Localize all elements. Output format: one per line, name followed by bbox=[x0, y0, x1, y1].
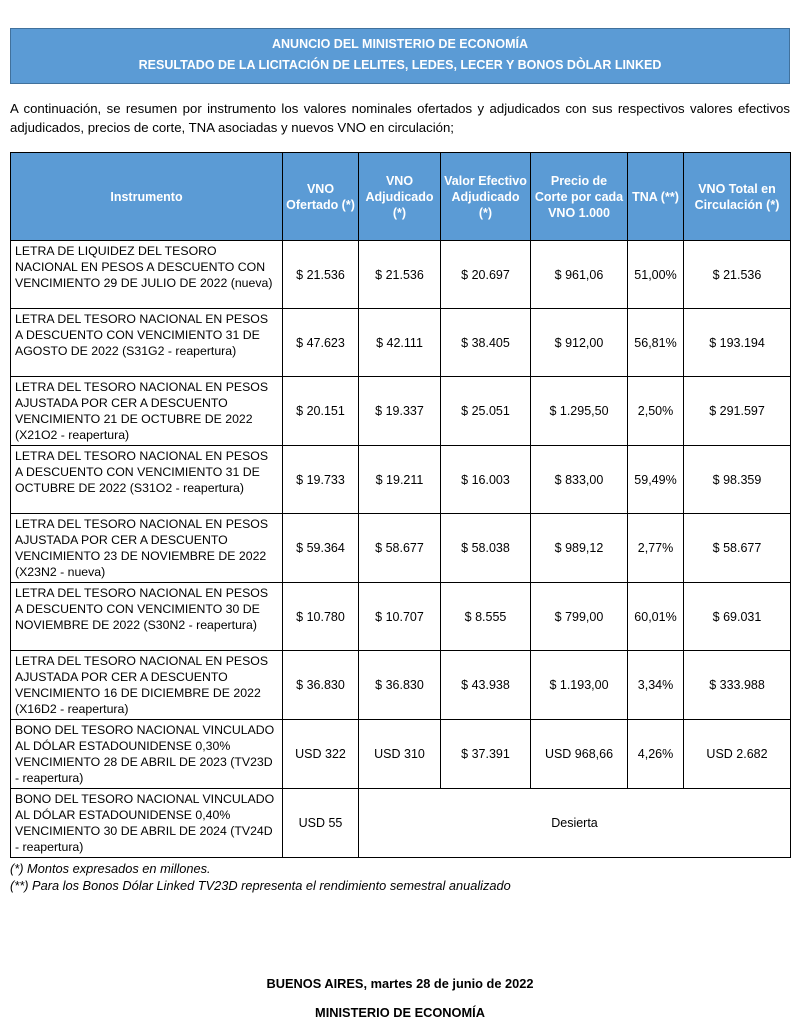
value-cell: USD 322 bbox=[282, 719, 359, 789]
value-cell: 60,01% bbox=[627, 582, 684, 651]
value-cell: $ 58.677 bbox=[358, 513, 441, 583]
value-cell: $ 333.988 bbox=[683, 650, 791, 720]
footer-city-date: BUENOS AIRES, martes 28 de junio de 2022 bbox=[266, 976, 534, 991]
value-cell: $ 833,00 bbox=[530, 445, 628, 514]
value-cell: $ 961,06 bbox=[530, 240, 628, 309]
intro-paragraph: A continuación, se resumen por instrumen… bbox=[10, 101, 790, 135]
value-cell: USD 55 bbox=[282, 788, 359, 858]
desierta-cell: Desierta bbox=[358, 788, 791, 858]
value-cell: 4,26% bbox=[627, 719, 684, 789]
instrument-cell: LETRA DEL TESORO NACIONAL EN PESOS A DES… bbox=[10, 445, 283, 514]
column-header-vno-total: VNO Total en Circulación (*) bbox=[683, 152, 791, 241]
instrument-cell: BONO DEL TESORO NACIONAL VINCULADO AL DÓ… bbox=[10, 788, 283, 858]
column-header-precio-corte: Precio de Corte por cada VNO 1.000 bbox=[530, 152, 628, 241]
value-cell: $ 19.733 bbox=[282, 445, 359, 514]
announcement-banner: ANUNCIO DEL MINISTERIO DE ECONOMÍA RESUL… bbox=[10, 28, 790, 84]
value-cell: 2,50% bbox=[627, 376, 684, 446]
instrument-cell: BONO DEL TESORO NACIONAL VINCULADO AL DÓ… bbox=[10, 719, 283, 789]
table-row: BONO DEL TESORO NACIONAL VINCULADO AL DÓ… bbox=[10, 719, 791, 789]
value-cell: $ 19.211 bbox=[358, 445, 441, 514]
value-cell: $ 21.536 bbox=[282, 240, 359, 309]
value-cell: $ 20.151 bbox=[282, 376, 359, 446]
value-cell: USD 968,66 bbox=[530, 719, 628, 789]
value-cell: 56,81% bbox=[627, 308, 684, 377]
table-row: LETRA DEL TESORO NACIONAL EN PESOS A DES… bbox=[10, 445, 791, 514]
table-row: LETRA DE LIQUIDEZ DEL TESORO NACIONAL EN… bbox=[10, 240, 791, 309]
table-row: LETRA DEL TESORO NACIONAL EN PESOS AJUST… bbox=[10, 513, 791, 583]
banner-title: ANUNCIO DEL MINISTERIO DE ECONOMÍA bbox=[271, 37, 529, 51]
column-header-vno-ofertado: VNO Ofertado (*) bbox=[282, 152, 359, 241]
value-cell: $ 10.780 bbox=[282, 582, 359, 651]
value-cell: $ 989,12 bbox=[530, 513, 628, 583]
value-cell: $ 21.536 bbox=[683, 240, 791, 309]
instrument-cell: LETRA DEL TESORO NACIONAL EN PESOS A DES… bbox=[10, 582, 283, 651]
value-cell: $ 10.707 bbox=[358, 582, 441, 651]
results-table-body: LETRA DE LIQUIDEZ DEL TESORO NACIONAL EN… bbox=[10, 240, 791, 858]
instrument-cell: LETRA DE LIQUIDEZ DEL TESORO NACIONAL EN… bbox=[10, 240, 283, 309]
value-cell: $ 799,00 bbox=[530, 582, 628, 651]
value-cell: 51,00% bbox=[627, 240, 684, 309]
value-cell: $ 36.830 bbox=[282, 650, 359, 720]
value-cell: $ 8.555 bbox=[440, 582, 531, 651]
value-cell: $ 25.051 bbox=[440, 376, 531, 446]
value-cell: $ 69.031 bbox=[683, 582, 791, 651]
value-cell: USD 2.682 bbox=[683, 719, 791, 789]
value-cell: 59,49% bbox=[627, 445, 684, 514]
column-header-vno-adjudicado: VNO Adjudicado (*) bbox=[358, 152, 441, 241]
value-cell: $ 291.597 bbox=[683, 376, 791, 446]
value-cell: USD 310 bbox=[358, 719, 441, 789]
table-header-row: Instrumento VNO Ofertado (*) VNO Adjudic… bbox=[10, 152, 791, 241]
footnotes: (*) Montos expresados en millones. (**) … bbox=[10, 860, 790, 894]
column-header-tna: TNA (**) bbox=[627, 152, 684, 241]
value-cell: $ 58.038 bbox=[440, 513, 531, 583]
value-cell: 3,34% bbox=[627, 650, 684, 720]
value-cell: $ 37.391 bbox=[440, 719, 531, 789]
footnote-1: (*) Montos expresados en millones. bbox=[10, 861, 211, 876]
value-cell: $ 21.536 bbox=[358, 240, 441, 309]
value-cell: $ 47.623 bbox=[282, 308, 359, 377]
column-header-instrumento: Instrumento bbox=[10, 152, 283, 241]
footnote-2: (**) Para los Bonos Dólar Linked TV23D r… bbox=[10, 878, 511, 893]
document-footer: BUENOS AIRES, martes 28 de junio de 2022… bbox=[10, 976, 790, 1020]
instrument-cell: LETRA DEL TESORO NACIONAL EN PESOS AJUST… bbox=[10, 513, 283, 583]
value-cell: $ 38.405 bbox=[440, 308, 531, 377]
footer-ministry: MINISTERIO DE ECONOMÍA bbox=[315, 1005, 485, 1020]
value-cell: $ 193.194 bbox=[683, 308, 791, 377]
value-cell: $ 42.111 bbox=[358, 308, 441, 377]
value-cell: $ 36.830 bbox=[358, 650, 441, 720]
value-cell: $ 912,00 bbox=[530, 308, 628, 377]
value-cell: $ 59.364 bbox=[282, 513, 359, 583]
value-cell: $ 20.697 bbox=[440, 240, 531, 309]
results-table: Instrumento VNO Ofertado (*) VNO Adjudic… bbox=[10, 152, 791, 858]
value-cell: 2,77% bbox=[627, 513, 684, 583]
value-cell: $ 43.938 bbox=[440, 650, 531, 720]
value-cell: $ 1.295,50 bbox=[530, 376, 628, 446]
table-row: BONO DEL TESORO NACIONAL VINCULADO AL DÓ… bbox=[10, 788, 791, 858]
value-cell: $ 16.003 bbox=[440, 445, 531, 514]
table-row: LETRA DEL TESORO NACIONAL EN PESOS AJUST… bbox=[10, 650, 791, 720]
value-cell: $ 19.337 bbox=[358, 376, 441, 446]
value-cell: $ 1.193,00 bbox=[530, 650, 628, 720]
banner-subtitle: RESULTADO DE LA LICITACIÓN DE LELITES, L… bbox=[138, 58, 662, 72]
table-row: LETRA DEL TESORO NACIONAL EN PESOS A DES… bbox=[10, 308, 791, 377]
value-cell: $ 58.677 bbox=[683, 513, 791, 583]
instrument-cell: LETRA DEL TESORO NACIONAL EN PESOS AJUST… bbox=[10, 650, 283, 720]
column-header-valor-efectivo: Valor Efectivo Adjudicado (*) bbox=[440, 152, 531, 241]
value-cell: $ 98.359 bbox=[683, 445, 791, 514]
instrument-cell: LETRA DEL TESORO NACIONAL EN PESOS AJUST… bbox=[10, 376, 283, 446]
table-row: LETRA DEL TESORO NACIONAL EN PESOS A DES… bbox=[10, 582, 791, 651]
instrument-cell: LETRA DEL TESORO NACIONAL EN PESOS A DES… bbox=[10, 308, 283, 377]
table-row: LETRA DEL TESORO NACIONAL EN PESOS AJUST… bbox=[10, 376, 791, 446]
